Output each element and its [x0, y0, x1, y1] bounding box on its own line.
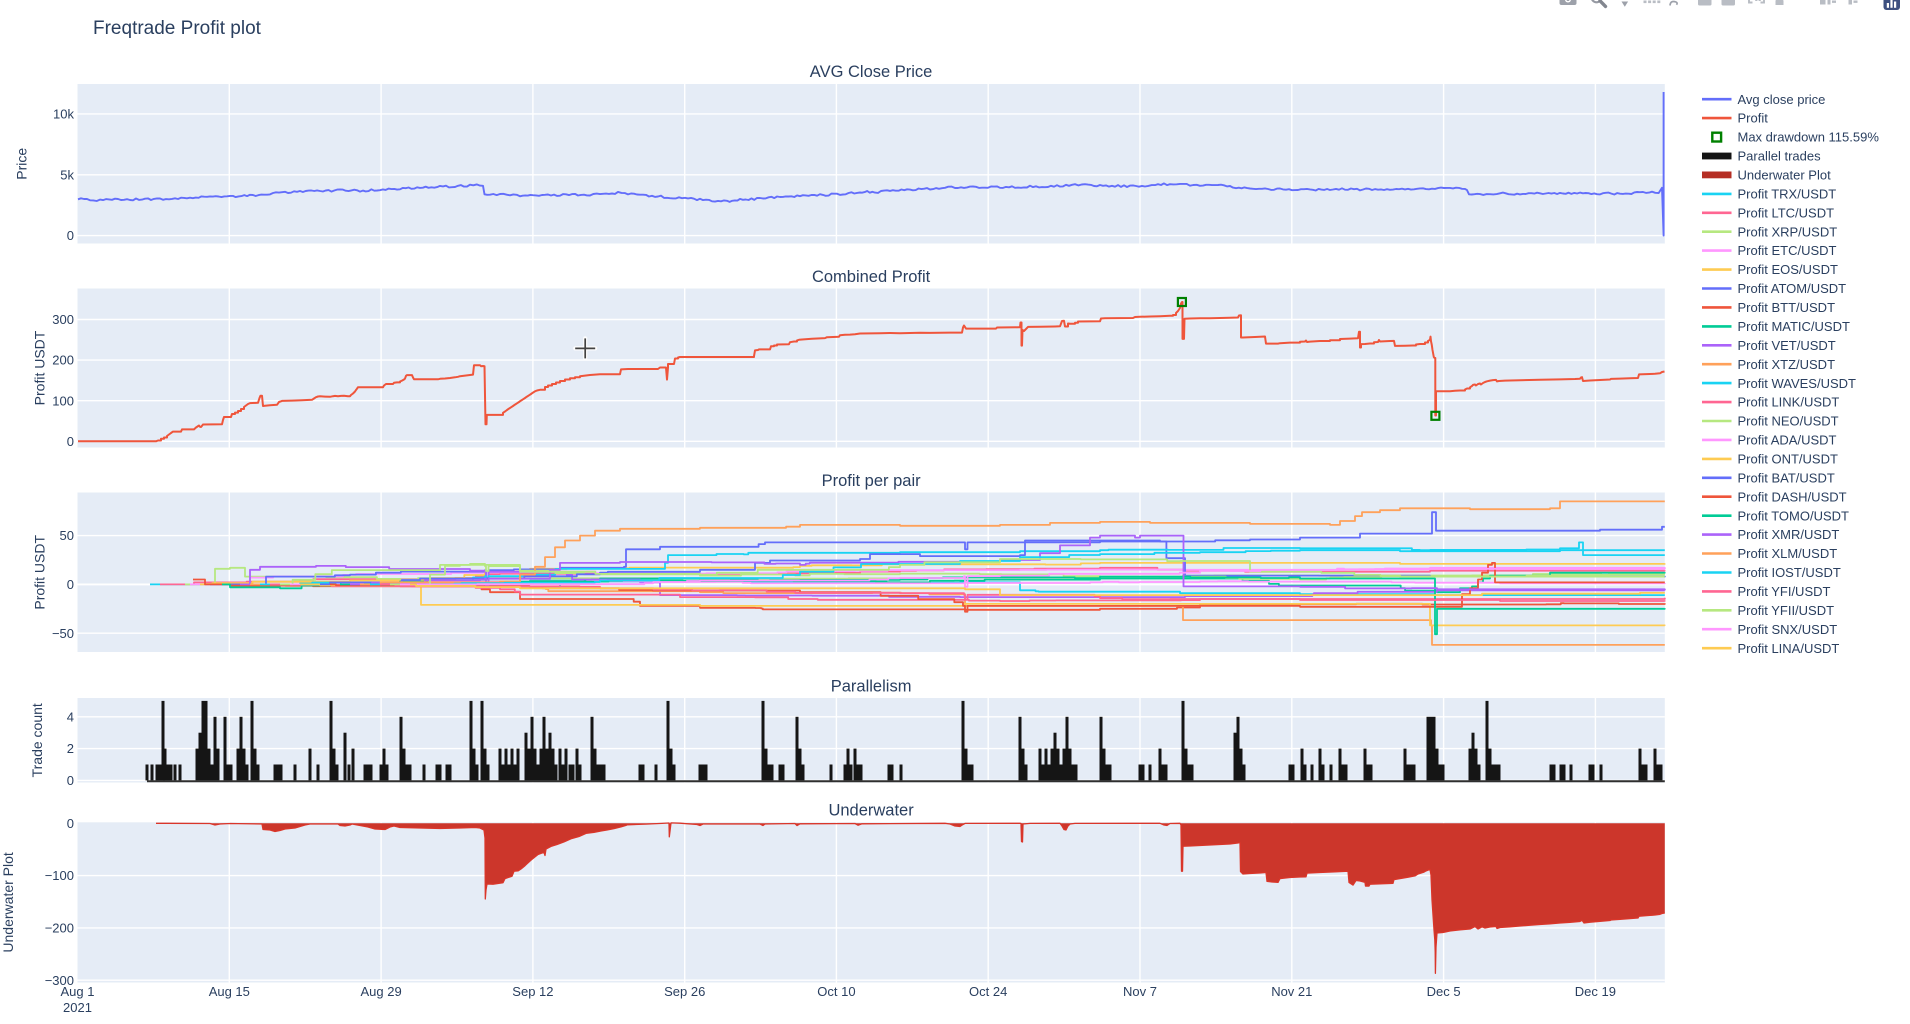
svg-text:5k: 5k [60, 167, 74, 182]
svg-text:Freqtrade Profit plot: Freqtrade Profit plot [93, 18, 262, 39]
svg-text:Underwater Plot: Underwater Plot [0, 852, 16, 952]
svg-text:Profit TOMO/USDT: Profit TOMO/USDT [1738, 508, 1850, 523]
svg-text:−100: −100 [45, 868, 74, 883]
svg-text:Profit SNX/USDT: Profit SNX/USDT [1738, 622, 1838, 637]
svg-text:Profit EOS/USDT: Profit EOS/USDT [1738, 262, 1838, 277]
svg-text:Profit USDT: Profit USDT [32, 330, 48, 405]
svg-text:Dec 5: Dec 5 [1427, 984, 1461, 999]
svg-text:Underwater: Underwater [828, 802, 914, 820]
svg-text:Dec 19: Dec 19 [1575, 984, 1616, 999]
svg-text:100: 100 [52, 393, 74, 408]
svg-text:Aug 15: Aug 15 [209, 984, 250, 999]
svg-text:Trade count: Trade count [29, 703, 45, 777]
svg-text:0: 0 [67, 228, 74, 243]
svg-text:Profit ONT/USDT: Profit ONT/USDT [1738, 452, 1838, 467]
svg-text:Parallel trades: Parallel trades [1738, 149, 1822, 164]
svg-text:Profit DASH/USDT: Profit DASH/USDT [1738, 489, 1847, 504]
svg-text:Profit IOST/USDT: Profit IOST/USDT [1738, 565, 1841, 580]
svg-text:Profit XTZ/USDT: Profit XTZ/USDT [1738, 357, 1836, 372]
svg-text:Profit ADA/USDT: Profit ADA/USDT [1738, 433, 1837, 448]
svg-text:10k: 10k [53, 107, 74, 122]
svg-text:Profit ETC/USDT: Profit ETC/USDT [1738, 243, 1837, 258]
svg-text:Avg close price: Avg close price [1738, 92, 1826, 107]
svg-text:Nov 7: Nov 7 [1123, 984, 1157, 999]
svg-text:0: 0 [67, 816, 74, 831]
svg-text:Oct 10: Oct 10 [817, 984, 855, 999]
svg-text:AVG Close Price: AVG Close Price [810, 63, 933, 81]
svg-text:Parallelism: Parallelism [831, 678, 912, 696]
svg-text:Profit XRP/USDT: Profit XRP/USDT [1738, 224, 1838, 239]
svg-text:0: 0 [67, 773, 74, 788]
svg-text:Max drawdown 115.59%: Max drawdown 115.59% [1738, 130, 1880, 145]
svg-text:Sep 12: Sep 12 [512, 984, 553, 999]
svg-text:Profit USDT: Profit USDT [32, 535, 48, 610]
svg-text:Profit ATOM/USDT: Profit ATOM/USDT [1738, 281, 1847, 296]
svg-text:−200: −200 [45, 921, 74, 936]
svg-text:2: 2 [67, 741, 74, 756]
svg-text:0: 0 [67, 577, 74, 592]
svg-text:Sep 26: Sep 26 [664, 984, 705, 999]
svg-text:Profit LINA/USDT: Profit LINA/USDT [1738, 641, 1840, 656]
svg-text:Profit MATIC/USDT: Profit MATIC/USDT [1738, 319, 1850, 334]
svg-text:Profit: Profit [1738, 111, 1769, 126]
svg-text:Profit LTC/USDT: Profit LTC/USDT [1738, 205, 1835, 220]
svg-text:Profit TRX/USDT: Profit TRX/USDT [1738, 187, 1837, 202]
svg-text:Aug 1: Aug 1 [61, 984, 95, 999]
svg-text:Profit XLM/USDT: Profit XLM/USDT [1738, 546, 1838, 561]
svg-text:0: 0 [67, 434, 74, 449]
svg-text:−300: −300 [45, 973, 74, 988]
svg-text:Price: Price [14, 148, 30, 180]
svg-text:50: 50 [60, 528, 74, 543]
svg-text:Profit LINK/USDT: Profit LINK/USDT [1738, 395, 1840, 410]
svg-text:Profit YFI/USDT: Profit YFI/USDT [1738, 584, 1831, 599]
svg-text:Underwater Plot: Underwater Plot [1738, 168, 1832, 183]
svg-text:4: 4 [67, 709, 74, 724]
svg-text:Profit per pair: Profit per pair [822, 472, 922, 490]
svg-text:Profit VET/USDT: Profit VET/USDT [1738, 338, 1836, 353]
svg-text:Profit XMR/USDT: Profit XMR/USDT [1738, 527, 1840, 542]
svg-text:Oct 24: Oct 24 [969, 984, 1007, 999]
svg-text:Profit BAT/USDT: Profit BAT/USDT [1738, 470, 1835, 485]
svg-text:Combined Profit: Combined Profit [812, 268, 931, 286]
svg-text:Nov 21: Nov 21 [1271, 984, 1312, 999]
svg-text:300: 300 [52, 312, 74, 327]
svg-text:Profit NEO/USDT: Profit NEO/USDT [1738, 414, 1839, 429]
svg-text:2021: 2021 [63, 1000, 92, 1015]
svg-text:−50: −50 [52, 626, 74, 641]
svg-text:Aug 29: Aug 29 [360, 984, 401, 999]
svg-text:Profit YFII/USDT: Profit YFII/USDT [1738, 603, 1835, 618]
svg-text:Profit BTT/USDT: Profit BTT/USDT [1738, 300, 1836, 315]
svg-text:Profit WAVES/USDT: Profit WAVES/USDT [1738, 376, 1857, 391]
svg-text:200: 200 [52, 353, 74, 368]
